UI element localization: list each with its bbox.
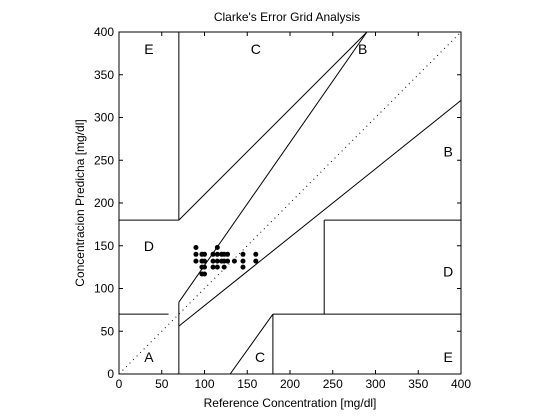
data-point	[221, 258, 227, 264]
data-point	[202, 258, 207, 264]
x-axis-ticks: 0 50 100 150 200 250 300 350 400	[116, 32, 471, 391]
data-point	[202, 271, 207, 277]
zone-line-identity	[119, 32, 461, 374]
data-point	[221, 264, 227, 270]
data-point	[193, 244, 199, 250]
data-point	[225, 251, 231, 257]
x-tick-label: 250	[323, 377, 343, 391]
x-tick-label: 50	[155, 377, 169, 391]
data-point	[253, 258, 259, 264]
data-point	[231, 258, 237, 264]
zone-label-e: E	[144, 41, 153, 57]
zone-line-C-upper	[178, 32, 368, 221]
zone-label-a: A	[144, 349, 154, 365]
data-point	[253, 251, 259, 257]
zone-label-c: C	[251, 41, 261, 57]
data-point	[225, 258, 231, 264]
data-point	[240, 264, 246, 270]
y-tick-label: 400	[94, 25, 114, 39]
data-point	[214, 251, 220, 257]
y-tick-label: 300	[94, 111, 114, 125]
data-point	[193, 251, 199, 257]
plot-area	[119, 32, 461, 374]
chart-title: Clarke's Error Grid Analysis	[214, 10, 360, 24]
y-tick-label: 50	[101, 324, 115, 338]
y-tick-label: 100	[94, 282, 114, 296]
zone-labels: E C B B D D A C E	[144, 41, 453, 365]
x-tick-label: 150	[237, 377, 257, 391]
data-point	[214, 244, 220, 250]
y-tick-label: 350	[94, 68, 114, 82]
data-point	[221, 251, 227, 257]
zone-label-b: B	[444, 144, 453, 160]
zone-line-A-lower	[178, 100, 461, 327]
zone-label-b: B	[358, 41, 367, 57]
data-point	[214, 258, 220, 264]
y-tick-label: 200	[94, 196, 114, 210]
zone-label-e: E	[444, 349, 453, 365]
y-tick-label: 0	[107, 367, 114, 381]
x-tick-label: 100	[194, 377, 214, 391]
data-point	[210, 251, 216, 257]
data-point	[240, 258, 246, 264]
x-tick-label: 300	[365, 377, 385, 391]
zone-label-c: C	[255, 349, 265, 365]
zone-label-d: D	[144, 238, 154, 254]
x-tick-label: 200	[280, 377, 300, 391]
data-point	[210, 258, 216, 264]
zone-line-A-upper	[178, 32, 368, 303]
y-axis-ticks: 0 50 100 150 200 250 300 350 400	[94, 25, 461, 381]
data-point	[214, 264, 220, 270]
data-points	[193, 244, 259, 277]
y-axis-label: Concentracion Predicha [mg/dl]	[73, 119, 87, 286]
y-tick-label: 250	[94, 153, 114, 167]
x-tick-label: 350	[408, 377, 428, 391]
data-point	[202, 251, 207, 257]
zone-label-d: D	[443, 263, 453, 279]
y-tick-label: 150	[94, 239, 114, 253]
x-axis-label: Reference Concentration [mg/dl]	[204, 396, 377, 410]
data-point	[210, 264, 216, 270]
x-tick-label: 0	[116, 377, 123, 391]
data-point	[240, 251, 246, 257]
data-point	[193, 258, 199, 264]
data-point	[202, 264, 207, 270]
x-tick-label: 400	[451, 377, 471, 391]
zone-line-C-lower	[229, 313, 274, 374]
zone-boundaries	[119, 32, 461, 374]
